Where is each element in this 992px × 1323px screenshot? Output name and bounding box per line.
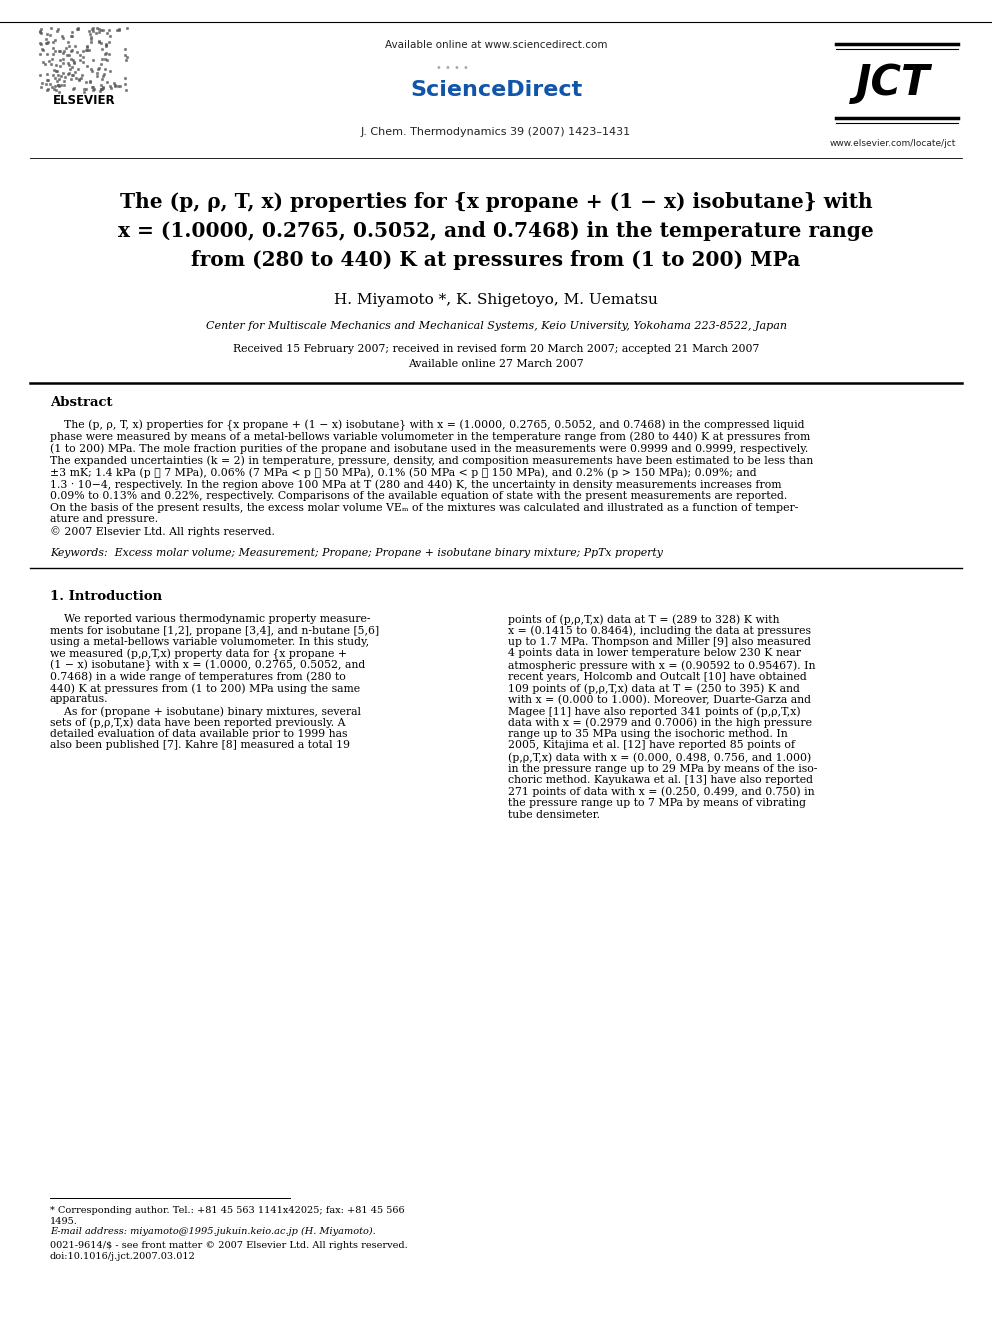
- Text: Magee [11] have also reported 341 points of (p,ρ,T,x): Magee [11] have also reported 341 points…: [508, 706, 801, 717]
- Text: tube densimeter.: tube densimeter.: [508, 810, 600, 819]
- Text: 1495.: 1495.: [50, 1217, 78, 1225]
- Text: up to 1.7 MPa. Thompson and Miller [9] also measured: up to 1.7 MPa. Thompson and Miller [9] a…: [508, 636, 811, 647]
- Text: 4 points data in lower temperature below 230 K near: 4 points data in lower temperature below…: [508, 648, 801, 659]
- Text: 271 points of data with x = (0.250, 0.499, and 0.750) in: 271 points of data with x = (0.250, 0.49…: [508, 786, 814, 796]
- Text: 2005, Kitajima et al. [12] have reported 85 points of: 2005, Kitajima et al. [12] have reported…: [508, 741, 795, 750]
- Text: phase were measured by means of a metal-bellows variable volumometer in the temp: phase were measured by means of a metal-…: [50, 431, 810, 442]
- Text: 0021-9614/$ - see front matter © 2007 Elsevier Ltd. All rights reserved.: 0021-9614/$ - see front matter © 2007 El…: [50, 1241, 408, 1250]
- Text: in the pressure range up to 29 MPa by means of the iso-: in the pressure range up to 29 MPa by me…: [508, 763, 817, 774]
- Text: choric method. Kayukawa et al. [13] have also reported: choric method. Kayukawa et al. [13] have…: [508, 775, 813, 785]
- Text: ature and pressure.: ature and pressure.: [50, 515, 158, 524]
- Text: x = (1.0000, 0.2765, 0.5052, and 0.7468) in the temperature range: x = (1.0000, 0.2765, 0.5052, and 0.7468)…: [118, 221, 874, 241]
- Text: 1. Introduction: 1. Introduction: [50, 590, 162, 603]
- Text: the pressure range up to 7 MPa by means of vibrating: the pressure range up to 7 MPa by means …: [508, 798, 806, 808]
- Text: data with x = (0.2979 and 0.7006) in the high pressure: data with x = (0.2979 and 0.7006) in the…: [508, 717, 812, 728]
- Text: range up to 35 MPa using the isochoric method. In: range up to 35 MPa using the isochoric m…: [508, 729, 788, 740]
- Text: with x = (0.000 to 1.000). Moreover, Duarte-Garza and: with x = (0.000 to 1.000). Moreover, Dua…: [508, 695, 811, 705]
- Text: apparatus.: apparatus.: [50, 695, 108, 705]
- Text: J. Chem. Thermodynamics 39 (2007) 1423–1431: J. Chem. Thermodynamics 39 (2007) 1423–1…: [361, 127, 631, 138]
- Text: x = (0.1415 to 0.8464), including the data at pressures: x = (0.1415 to 0.8464), including the da…: [508, 626, 811, 636]
- Text: also been published [7]. Kahre [8] measured a total 19: also been published [7]. Kahre [8] measu…: [50, 741, 350, 750]
- Text: Received 15 February 2007; received in revised form 20 March 2007; accepted 21 M: Received 15 February 2007; received in r…: [233, 344, 759, 355]
- Text: 1.3 · 10−4, respectively. In the region above 100 MPa at T (280 and 440) K, the : 1.3 · 10−4, respectively. In the region …: [50, 479, 782, 490]
- Text: 0.09% to 0.13% and 0.22%, respectively. Comparisons of the available equation of: 0.09% to 0.13% and 0.22%, respectively. …: [50, 491, 788, 501]
- Text: using a metal-bellows variable volumometer. In this study,: using a metal-bellows variable volumomet…: [50, 636, 369, 647]
- Text: © 2007 Elsevier Ltd. All rights reserved.: © 2007 Elsevier Ltd. All rights reserved…: [50, 527, 275, 537]
- Text: points of (p,ρ,T,x) data at T = (289 to 328) K with: points of (p,ρ,T,x) data at T = (289 to …: [508, 614, 780, 624]
- Text: We reported various thermodynamic property measure-: We reported various thermodynamic proper…: [50, 614, 370, 624]
- Text: detailed evaluation of data available prior to 1999 has: detailed evaluation of data available pr…: [50, 729, 347, 740]
- Text: Available online 27 March 2007: Available online 27 March 2007: [408, 359, 584, 369]
- Text: recent years, Holcomb and Outcalt [10] have obtained: recent years, Holcomb and Outcalt [10] h…: [508, 672, 806, 681]
- Text: Keywords:  Excess molar volume; Measurement; Propane; Propane + isobutane binary: Keywords: Excess molar volume; Measureme…: [50, 548, 663, 558]
- Text: (p,ρ,T,x) data with x = (0.000, 0.498, 0.756, and 1.000): (p,ρ,T,x) data with x = (0.000, 0.498, 0…: [508, 751, 811, 762]
- Text: atmospheric pressure with x = (0.90592 to 0.95467). In: atmospheric pressure with x = (0.90592 t…: [508, 660, 815, 671]
- Text: 0.7468) in a wide range of temperatures from (280 to: 0.7468) in a wide range of temperatures …: [50, 672, 346, 683]
- Text: doi:10.1016/j.jct.2007.03.012: doi:10.1016/j.jct.2007.03.012: [50, 1252, 195, 1261]
- Text: H. Miyamoto *, K. Shigetoyo, M. Uematsu: H. Miyamoto *, K. Shigetoyo, M. Uematsu: [334, 292, 658, 307]
- Text: * Corresponding author. Tel.: +81 45 563 1141x42025; fax: +81 45 566: * Corresponding author. Tel.: +81 45 563…: [50, 1207, 405, 1215]
- Text: ments for isobutane [1,2], propane [3,4], and n-butane [5,6]: ments for isobutane [1,2], propane [3,4]…: [50, 626, 379, 635]
- Text: from (280 to 440) K at pressures from (1 to 200) MPa: from (280 to 440) K at pressures from (1…: [191, 250, 801, 270]
- Text: 109 points of (p,ρ,T,x) data at T = (250 to 395) K and: 109 points of (p,ρ,T,x) data at T = (250…: [508, 683, 800, 693]
- Text: www.elsevier.com/locate/jct: www.elsevier.com/locate/jct: [830, 139, 956, 147]
- Text: As for (propane + isobutane) binary mixtures, several: As for (propane + isobutane) binary mixt…: [50, 706, 361, 717]
- Text: we measured (p,ρ,T,x) property data for {x propane +: we measured (p,ρ,T,x) property data for …: [50, 648, 347, 660]
- Text: Center for Multiscale Mechanics and Mechanical Systems, Keio University, Yokoham: Center for Multiscale Mechanics and Mech…: [205, 321, 787, 331]
- Text: • • • •: • • • •: [435, 64, 468, 73]
- Text: (1 − x) isobutane} with x = (1.0000, 0.2765, 0.5052, and: (1 − x) isobutane} with x = (1.0000, 0.2…: [50, 660, 365, 671]
- Text: The (p, ρ, T, x) properties for {x propane + (1 − x) isobutane} with x = (1.0000: The (p, ρ, T, x) properties for {x propa…: [50, 419, 805, 431]
- Text: (1 to 200) MPa. The mole fraction purities of the propane and isobutane used in : (1 to 200) MPa. The mole fraction puriti…: [50, 443, 808, 454]
- Text: On the basis of the present results, the excess molar volume VEₘ of the mixtures: On the basis of the present results, the…: [50, 503, 799, 512]
- Text: 440) K at pressures from (1 to 200) MPa using the same: 440) K at pressures from (1 to 200) MPa …: [50, 683, 360, 693]
- Text: ±3 mK; 1.4 kPa (p ⩽ 7 MPa), 0.06% (7 MPa < p ⩽ 50 MPa), 0.1% (50 MPa < p ⩽ 150 M: ±3 mK; 1.4 kPa (p ⩽ 7 MPa), 0.06% (7 MPa…: [50, 467, 757, 478]
- Text: ELSEVIER: ELSEVIER: [53, 94, 115, 106]
- Text: E-mail address: miyamoto@1995.jukuin.keio.ac.jp (H. Miyamoto).: E-mail address: miyamoto@1995.jukuin.kei…: [50, 1226, 376, 1236]
- Text: sets of (p,ρ,T,x) data have been reported previously. A: sets of (p,ρ,T,x) data have been reporte…: [50, 717, 345, 728]
- Text: The (p, ρ, T, x) properties for {x propane + (1 − x) isobutane} with: The (p, ρ, T, x) properties for {x propa…: [120, 192, 872, 212]
- Text: JCT: JCT: [856, 62, 930, 105]
- Text: Available online at www.sciencedirect.com: Available online at www.sciencedirect.co…: [385, 40, 607, 50]
- Text: Abstract: Abstract: [50, 397, 112, 410]
- Text: The expanded uncertainties (k = 2) in temperature, pressure, density, and compos: The expanded uncertainties (k = 2) in te…: [50, 455, 813, 466]
- Text: ScienceDirect: ScienceDirect: [410, 79, 582, 101]
